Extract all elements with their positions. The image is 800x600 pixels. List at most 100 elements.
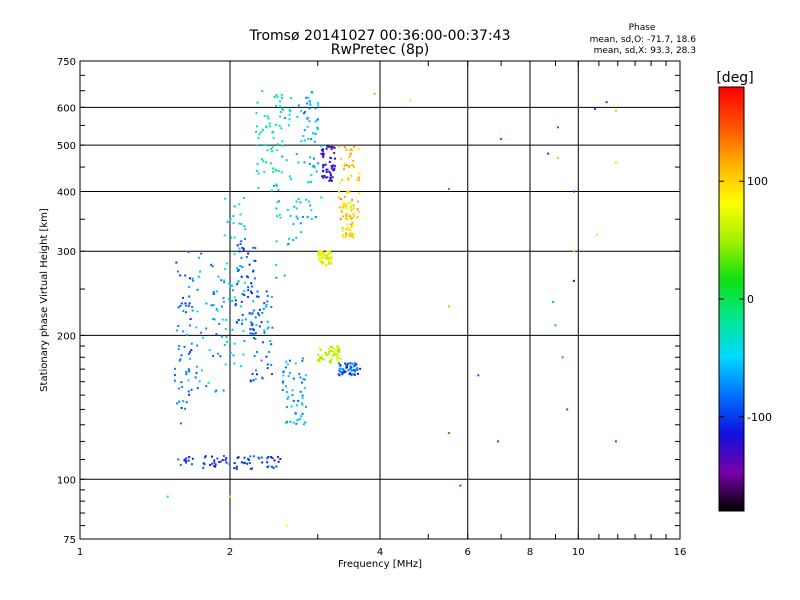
data-point (308, 162, 311, 165)
data-point (278, 124, 281, 127)
data-point (311, 165, 314, 168)
data-point (330, 257, 333, 260)
data-point (346, 218, 349, 220)
data-point (243, 290, 246, 293)
data-point (344, 228, 347, 231)
data-point (329, 174, 332, 177)
data-point (240, 300, 243, 303)
data-point (497, 440, 499, 443)
data-point (554, 324, 557, 327)
data-point (236, 267, 238, 270)
data-point (221, 459, 224, 462)
data-point (246, 457, 249, 460)
phase-stats-title: Phase (629, 23, 656, 33)
data-point (280, 127, 283, 130)
data-point (183, 458, 186, 461)
data-point (236, 244, 239, 247)
data-point (323, 358, 325, 361)
data-point (346, 363, 349, 366)
data-point (273, 184, 275, 187)
data-point (198, 380, 201, 383)
data-point (249, 467, 252, 470)
data-point (299, 390, 302, 393)
data-point (251, 372, 254, 375)
data-point (227, 298, 230, 301)
data-point (290, 178, 292, 181)
data-point (191, 305, 194, 308)
data-point (281, 389, 284, 391)
data-point (286, 243, 289, 246)
data-point (279, 100, 281, 103)
data-point (280, 171, 283, 174)
data-point (322, 169, 324, 172)
data-point (260, 456, 263, 459)
data-point (338, 348, 341, 351)
data-point (357, 178, 360, 181)
data-point (300, 381, 303, 384)
data-point (328, 350, 331, 353)
data-point (330, 167, 333, 170)
data-point (276, 201, 279, 204)
data-point (283, 274, 286, 277)
data-point (255, 144, 258, 147)
data-point (196, 344, 199, 347)
data-point (324, 163, 327, 166)
data-point (304, 405, 307, 408)
data-point (275, 123, 277, 126)
data-point (233, 362, 236, 365)
data-point (226, 220, 229, 223)
data-point (252, 328, 254, 331)
data-point (295, 207, 298, 210)
data-point (266, 327, 269, 330)
data-point (303, 387, 306, 390)
data-point (334, 157, 336, 160)
data-point (214, 463, 217, 466)
data-point (353, 215, 356, 218)
data-point (289, 359, 291, 362)
data-point (328, 161, 331, 163)
data-point (271, 457, 274, 460)
data-point (328, 170, 331, 173)
data-point (337, 191, 340, 193)
data-point (211, 455, 213, 458)
data-point (211, 462, 214, 465)
data-point (273, 459, 276, 462)
data-point (304, 421, 307, 424)
data-point (301, 412, 304, 415)
data-point (195, 326, 198, 329)
data-point (350, 174, 353, 177)
data-point (311, 91, 314, 94)
data-point (202, 462, 205, 465)
data-point (210, 263, 212, 266)
data-point (210, 304, 213, 307)
data-point (256, 162, 259, 165)
data-point (241, 319, 244, 322)
data-point (351, 164, 354, 167)
data-point (182, 400, 185, 403)
data-point (317, 353, 320, 356)
data-point (303, 161, 306, 164)
data-point (329, 176, 332, 179)
data-point (242, 353, 245, 356)
data-point (348, 189, 351, 192)
data-point (447, 432, 450, 434)
data-point (238, 250, 241, 253)
data-point (196, 310, 199, 313)
data-point (222, 297, 225, 300)
data-point (447, 187, 450, 190)
data-point (288, 237, 291, 240)
data-point (313, 157, 315, 160)
data-point (333, 351, 336, 354)
data-point (255, 130, 257, 133)
data-point (230, 236, 233, 239)
data-point (342, 371, 345, 374)
data-point (300, 140, 303, 143)
data-point (328, 349, 331, 352)
data-point (246, 275, 248, 278)
data-point (336, 358, 339, 361)
x-tick-label: 2 (227, 547, 233, 558)
data-point (247, 286, 250, 289)
data-point (336, 349, 339, 352)
data-point (255, 169, 258, 172)
data-point (272, 130, 275, 133)
